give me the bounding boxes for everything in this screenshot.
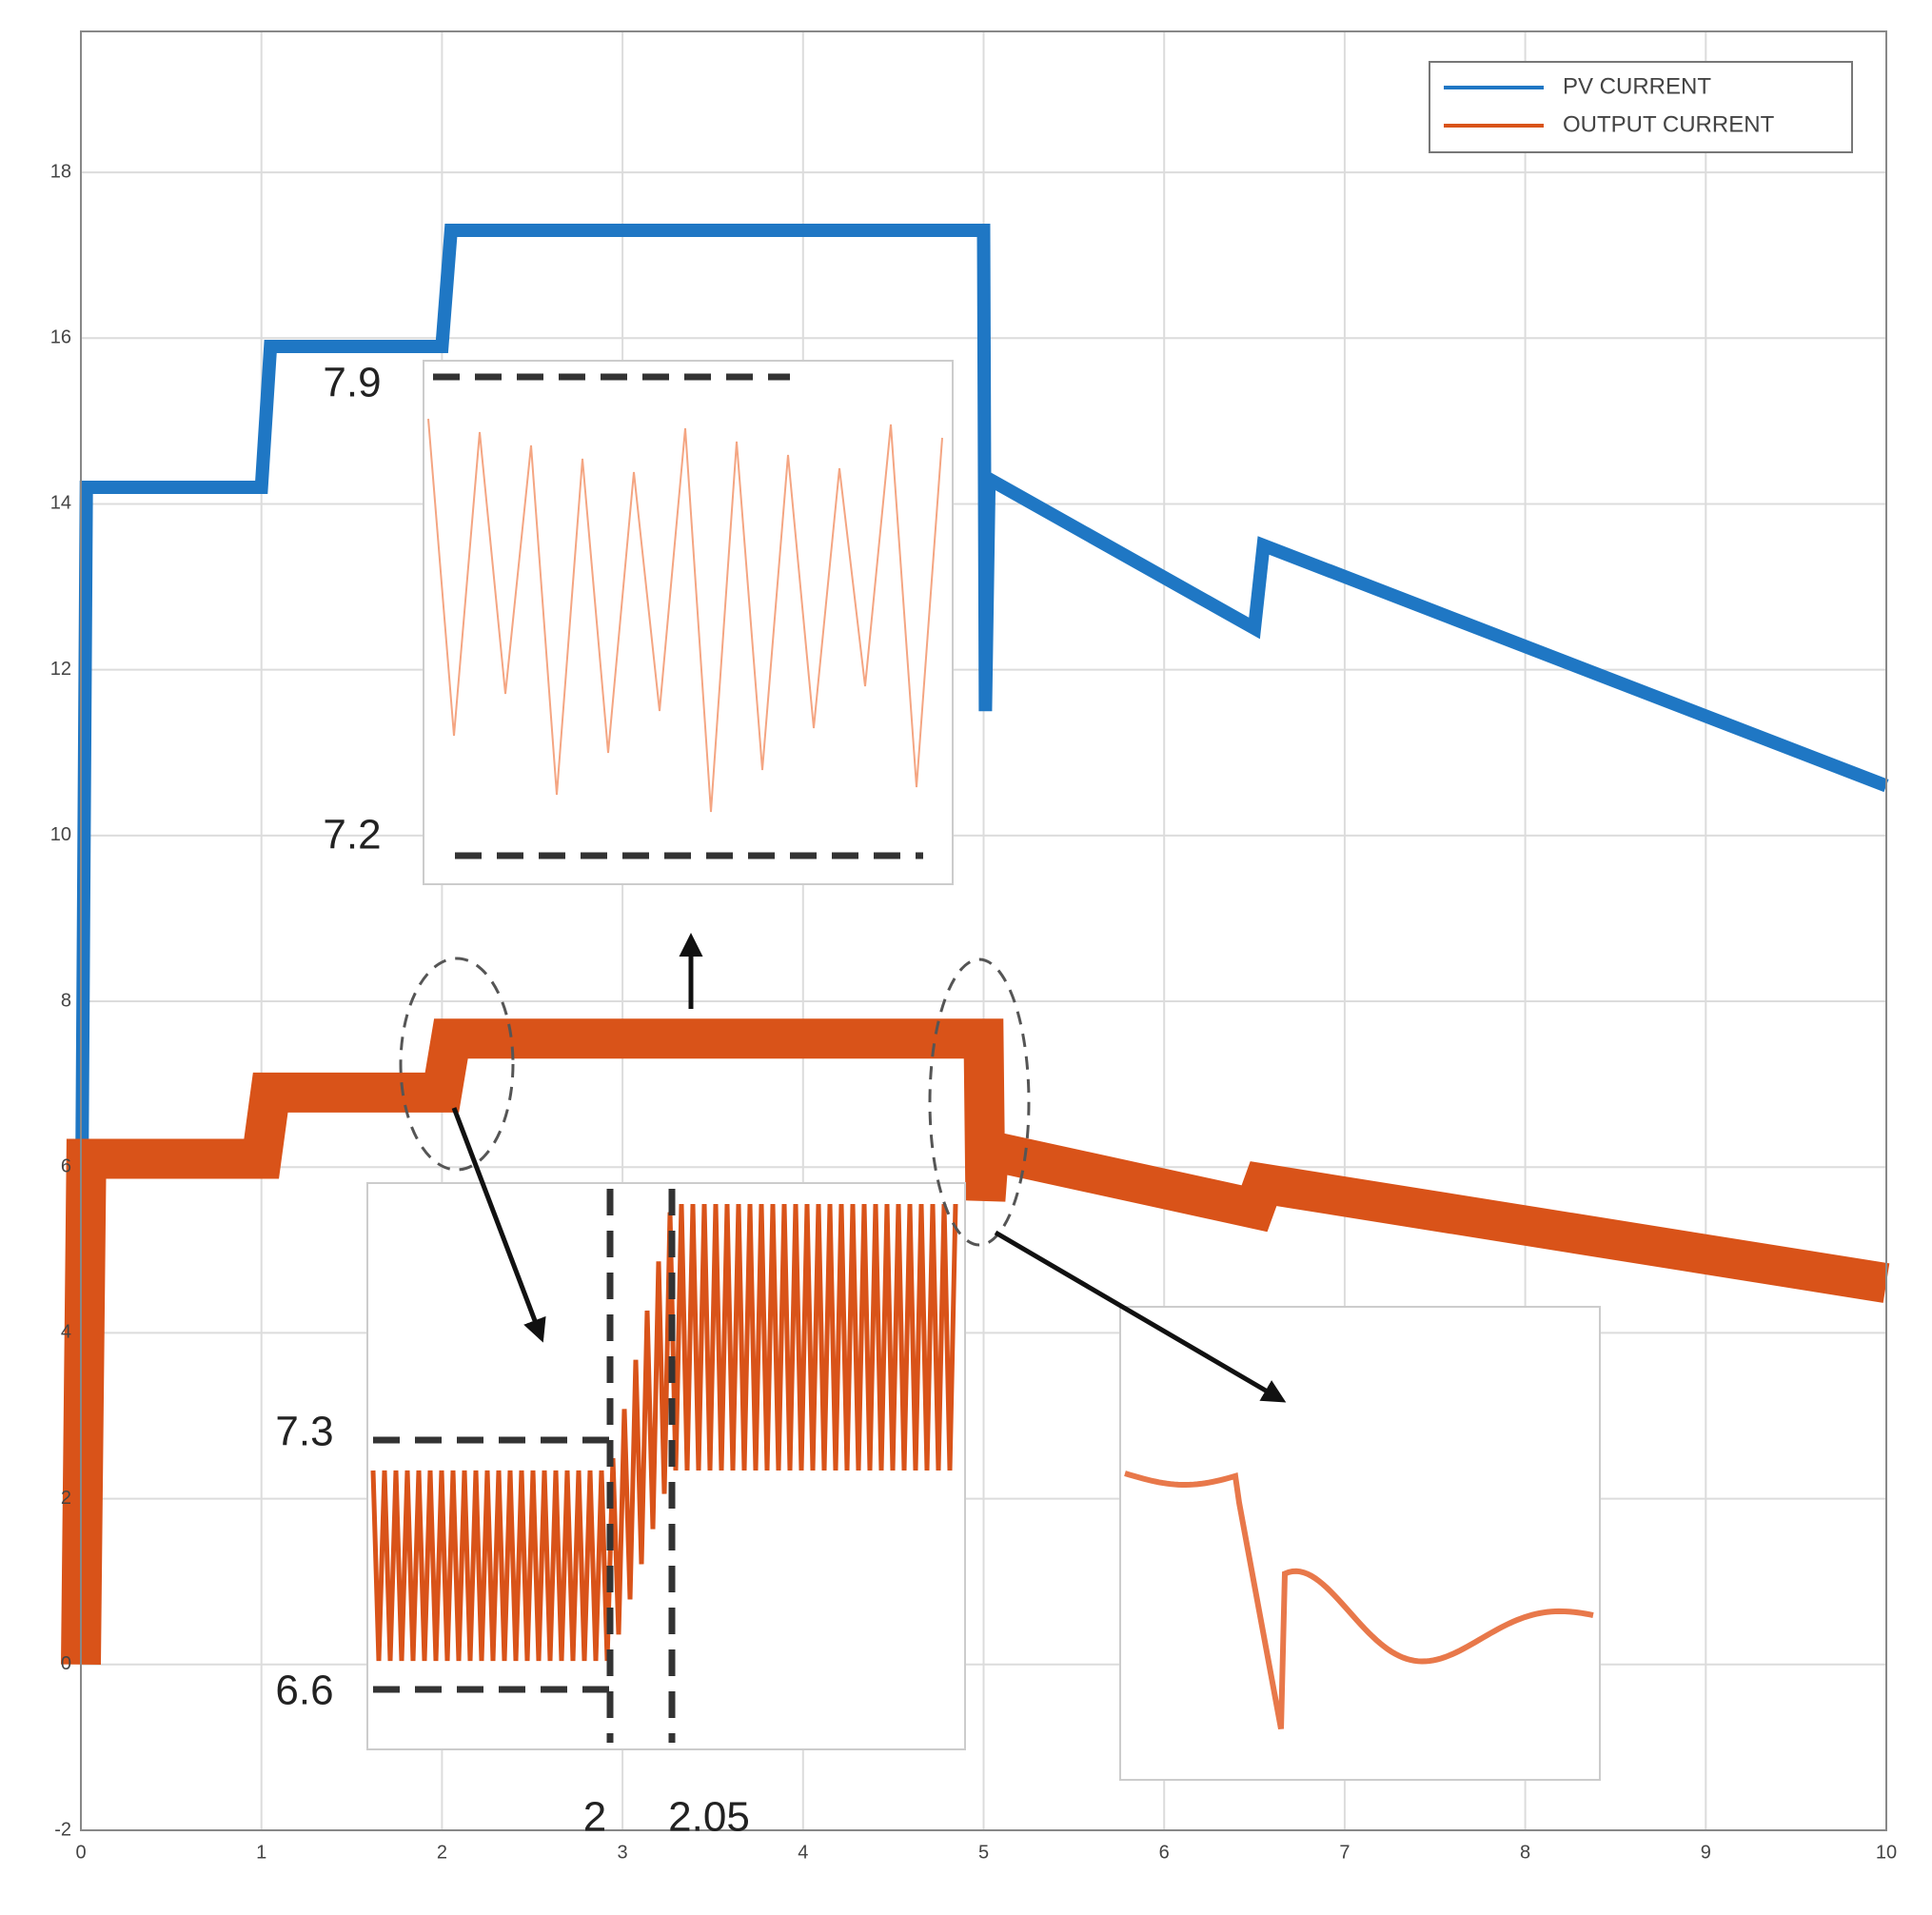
x-tick-label: 3 — [618, 1842, 628, 1863]
y-tick-label: 8 — [61, 990, 71, 1011]
legend: PV CURRENT OUTPUT CURRENT — [1429, 61, 1853, 153]
insets — [366, 360, 1601, 1781]
x-tick-label: 7 — [1339, 1842, 1350, 1863]
x-tick-label: 4 — [798, 1842, 808, 1863]
inset-waveform — [1124, 1471, 1594, 1729]
series-line — [74, 224, 1889, 1333]
plot-frame — [80, 30, 1887, 1831]
annotation: 7.3 — [275, 1409, 333, 1455]
lines — [61, 224, 1890, 1666]
y-tick-label: 10 — [50, 824, 71, 845]
inset-box — [423, 360, 954, 885]
x-tick-label: 5 — [978, 1842, 989, 1863]
inset-waveform — [427, 418, 943, 813]
y-tick-label: 6 — [61, 1156, 71, 1177]
legend-label: OUTPUT CURRENT — [1563, 111, 1775, 137]
y-tick-label: 0 — [61, 1653, 71, 1674]
x-tick-label: 2 — [437, 1842, 447, 1863]
x-tick-label: 10 — [1876, 1842, 1897, 1863]
y-tick-label: 16 — [50, 327, 71, 348]
x-tick-label: 9 — [1701, 1842, 1711, 1863]
callout-ellipse — [928, 958, 1031, 1247]
annotation: 2.05 — [668, 1794, 750, 1841]
annotation: 7.9 — [323, 360, 381, 406]
annotation: 7.2 — [323, 812, 381, 859]
series-line — [61, 1018, 1890, 1666]
legend-label: PV CURRENT — [1563, 73, 1711, 99]
guides — [373, 373, 923, 1743]
callout-ellipse — [399, 957, 515, 1172]
y-tick-label: 18 — [50, 161, 71, 182]
annotation: 6.6 — [275, 1668, 333, 1714]
y-tick-label: 12 — [50, 659, 71, 680]
arrows — [451, 933, 1287, 1403]
inset-box — [1119, 1306, 1601, 1781]
y-tick-label: 2 — [61, 1488, 71, 1509]
x-tick-label: 8 — [1520, 1842, 1530, 1863]
legend-box — [1429, 61, 1853, 153]
annotation: 2 — [583, 1794, 606, 1841]
arrow — [994, 1230, 1287, 1403]
inset-waveform — [370, 1203, 958, 1662]
y-tick-label: 4 — [61, 1322, 71, 1343]
x-tick-label: 6 — [1159, 1842, 1170, 1863]
y-tick-label: -2 — [54, 1819, 71, 1840]
callouts — [399, 957, 1031, 1247]
y-tick-label: 14 — [50, 493, 71, 514]
arrow — [451, 1107, 546, 1343]
x-tick-label: 1 — [256, 1842, 266, 1863]
x-tick-label: 0 — [75, 1842, 86, 1863]
